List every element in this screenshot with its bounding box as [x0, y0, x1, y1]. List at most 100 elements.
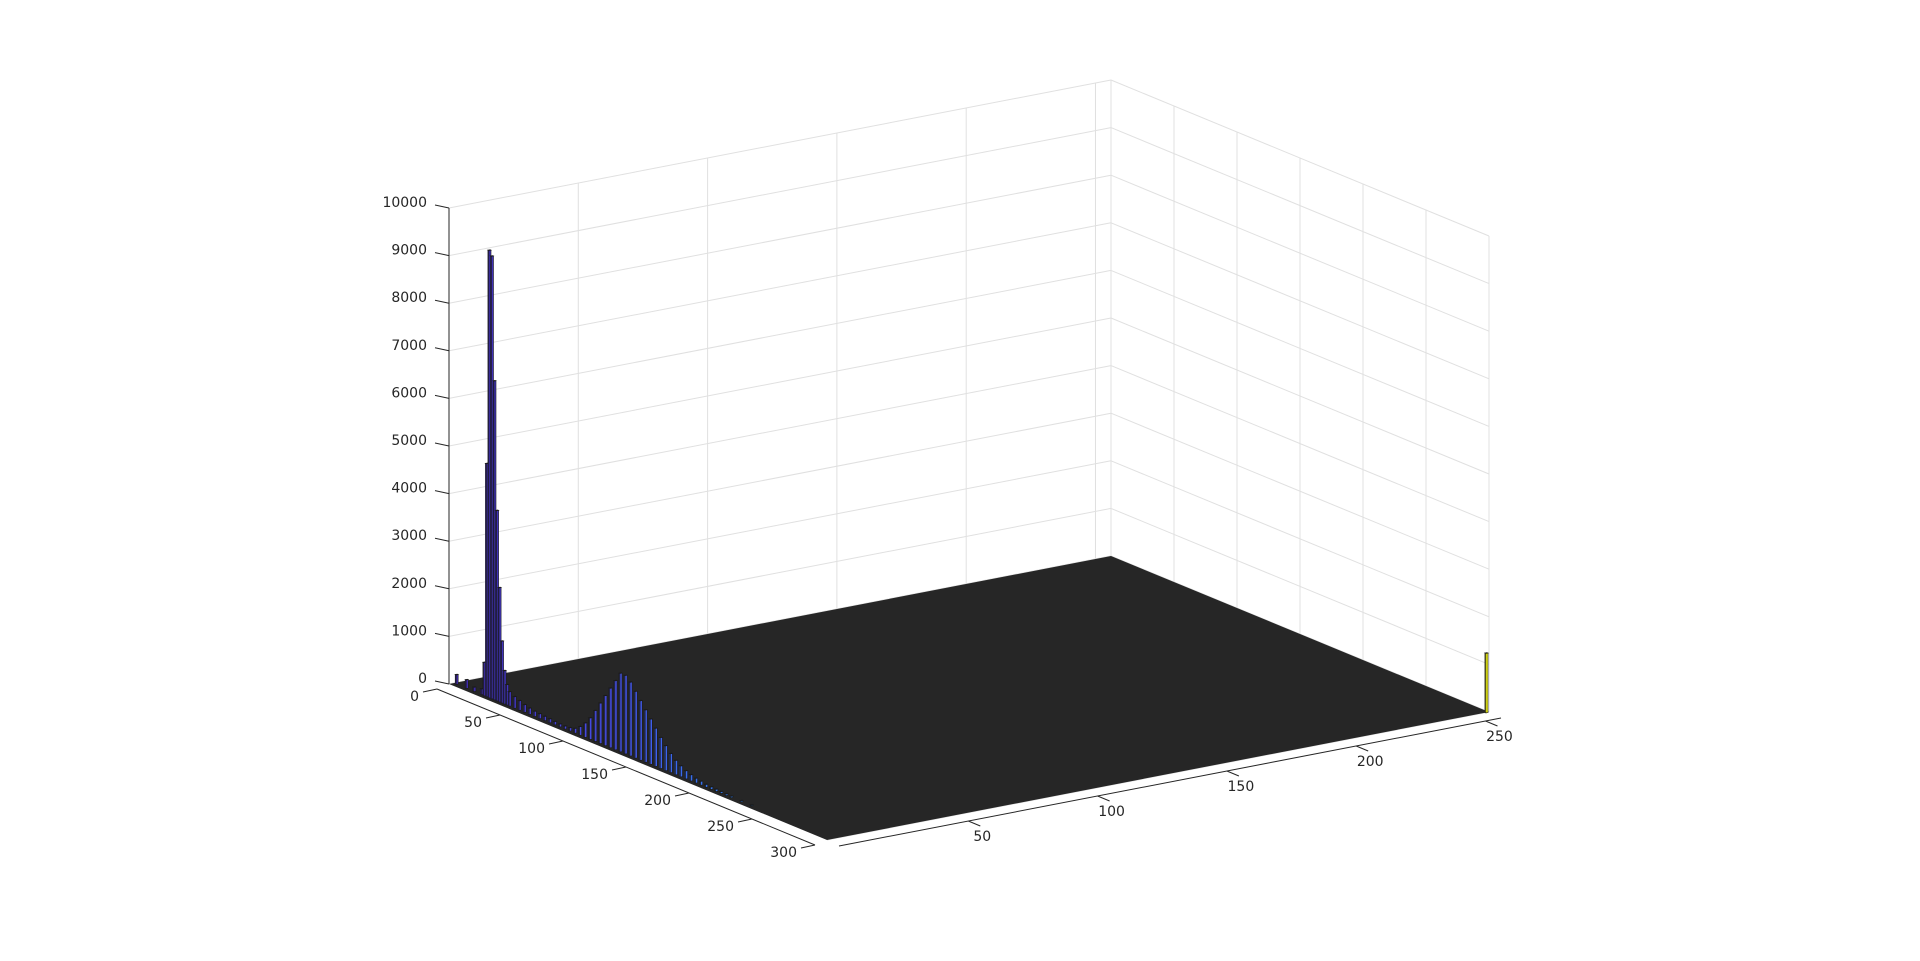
- y-tick-mark: [1355, 745, 1369, 752]
- bar-series: [454, 249, 1490, 807]
- bar: [522, 703, 528, 713]
- grid-line: [448, 365, 1112, 495]
- bar: [693, 777, 699, 784]
- x-tick-label: 200: [644, 793, 671, 809]
- bar: [683, 769, 689, 780]
- bar: [612, 679, 619, 751]
- x-tick-mark: [674, 792, 690, 797]
- bar: [582, 722, 588, 738]
- x-tick-mark: [737, 818, 753, 823]
- grid-line: [448, 460, 1112, 590]
- bar: [663, 744, 669, 772]
- grid-line: [448, 222, 1112, 352]
- z-tick-label: 9000: [391, 243, 427, 259]
- x-tick-mark: [485, 714, 501, 719]
- z-tick-mark: [434, 252, 450, 257]
- bar: [708, 785, 714, 790]
- bar: [678, 764, 684, 778]
- y-tick-label: 150: [1228, 779, 1255, 795]
- bar: [718, 790, 724, 795]
- z-tick-label: 0: [418, 671, 427, 687]
- bar: [738, 799, 745, 803]
- bar: [464, 678, 470, 690]
- y-tick-mark: [1226, 770, 1240, 777]
- bar: [471, 686, 477, 693]
- bar: [454, 673, 460, 685]
- x-tick-label: 50: [464, 715, 482, 731]
- z-tick-mark: [434, 204, 450, 209]
- z-tick-mark: [434, 394, 450, 399]
- z-axis: 0 1000 2000 3000 4000 5000 6000 7000 8000 9000 100…: [382, 195, 450, 687]
- bar: [552, 720, 558, 726]
- bar: [703, 783, 709, 788]
- z-tick-label: 4000: [391, 481, 427, 497]
- z-tick-mark: [434, 442, 450, 447]
- z-tick-mark: [434, 490, 450, 495]
- z-tick-label: 8000: [391, 290, 427, 306]
- grid-line: [448, 174, 1112, 304]
- bar: [723, 792, 729, 797]
- bar: [698, 780, 704, 786]
- z-tick-label: 1000: [391, 623, 427, 639]
- y-tick-mark: [1097, 795, 1110, 802]
- bar: [491, 379, 498, 701]
- bar: [668, 752, 674, 774]
- bar: [607, 687, 614, 749]
- bar: [562, 725, 568, 730]
- grid-line: [448, 507, 1112, 637]
- x-tick-label: 250: [707, 819, 734, 835]
- bar: [658, 736, 664, 770]
- x-tick-label: 0: [410, 689, 419, 705]
- y-tick-label: 50: [973, 829, 991, 845]
- grid-line: [448, 79, 1112, 209]
- z-tick-mark: [434, 680, 450, 685]
- bar: [602, 694, 608, 747]
- z-tick-label: 6000: [391, 385, 427, 401]
- bar: [527, 707, 533, 716]
- bar: [577, 725, 583, 736]
- bar: [617, 672, 624, 753]
- bar: [713, 788, 719, 793]
- bar: [688, 773, 694, 782]
- bar: [507, 690, 513, 707]
- bar: [627, 681, 634, 757]
- x-tick-label: 100: [518, 741, 545, 757]
- bar: [643, 708, 649, 763]
- x-axis: 0 50 100 150 200 250 300: [410, 688, 816, 861]
- y-tick-mark: [1485, 720, 1498, 727]
- z-tick-mark: [434, 585, 450, 590]
- floor-plane: [449, 556, 1489, 840]
- bar: [728, 795, 734, 799]
- x-tick-label: 300: [770, 845, 797, 861]
- y-tick-label: 100: [1098, 804, 1125, 820]
- bar: [1483, 652, 1490, 714]
- bar: [592, 709, 598, 743]
- bar: [633, 690, 639, 759]
- bar: [572, 727, 578, 734]
- x-tick-mark: [800, 844, 816, 849]
- bar: [537, 712, 543, 720]
- z-tick-mark: [434, 537, 450, 542]
- y-tick-label: 250: [1486, 729, 1513, 745]
- y-tick-label: 200: [1357, 754, 1384, 770]
- bar: [653, 727, 659, 768]
- bar: [512, 695, 518, 709]
- z-tick-label: 2000: [391, 576, 427, 592]
- z-tick-mark: [434, 299, 450, 304]
- bar: [638, 699, 644, 761]
- y-tick-mark: [968, 820, 981, 827]
- z-tick-label: 3000: [391, 528, 427, 544]
- bar: [557, 723, 563, 728]
- z-tick-label: 7000: [391, 338, 427, 354]
- x-tick-label: 150: [581, 767, 608, 783]
- y-axis: 50 100 150 200 250: [968, 720, 1513, 845]
- grid-line: [448, 127, 1112, 257]
- bar: [597, 702, 603, 745]
- y-axis-line: [838, 717, 1502, 847]
- grid-line: [448, 412, 1112, 542]
- grid-line: [448, 269, 1112, 399]
- z-tick-mark: [434, 347, 450, 352]
- bar: [542, 715, 548, 722]
- bar: [748, 804, 755, 807]
